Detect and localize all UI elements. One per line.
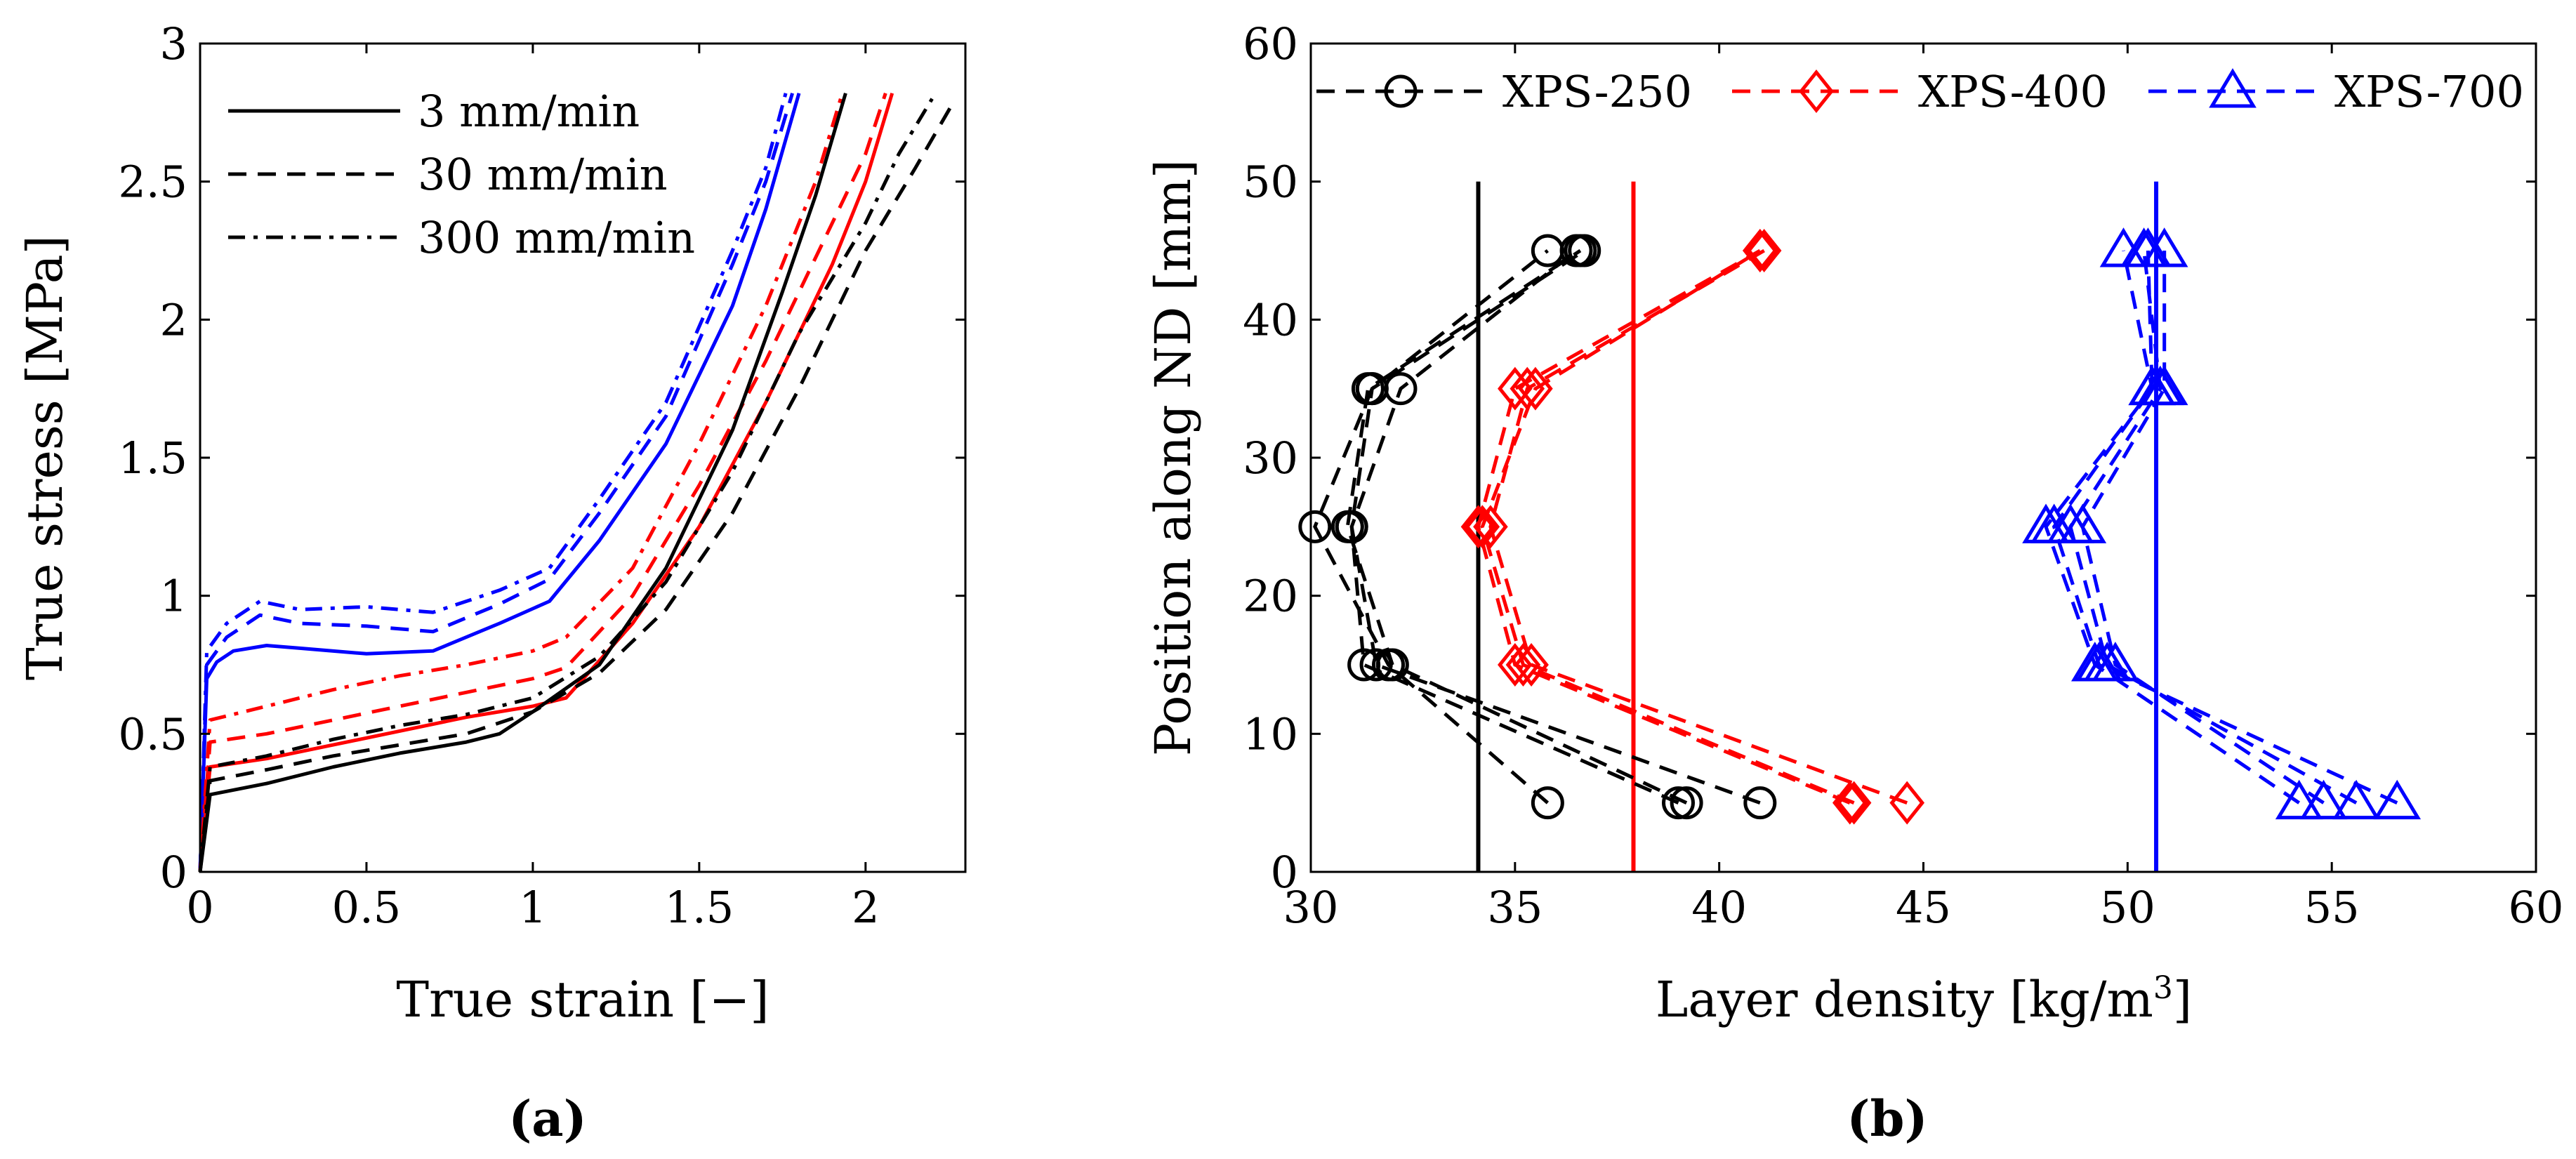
y-tick-label-a: 2 [160,294,187,345]
profile-line-2 [1349,249,1761,805]
series-line-a-6 [198,93,847,873]
profile-marker-10 [2092,642,2139,682]
series-line-a-5 [198,93,845,873]
x-tick-label-a: 2 [852,882,879,933]
profile-marker-3 [1375,648,1409,682]
legend-b: XPS-250 XPS-400 XPS-700 [1316,66,2524,117]
series-line-a-7 [198,98,957,873]
density-profile-chart: 30 35 40 45 50 55 60 0 10 20 30 40 50 60 XPS-250 XPS-4… [1144,18,2563,1148]
legend-label-b: XPS-250 [1502,66,1692,117]
y-tick-label-a: 1 [160,571,187,622]
panel-label-b: (b) [1847,1090,1927,1148]
profile-marker-6 [1465,505,1500,549]
legend-marker-b [1799,69,1834,114]
profile-marker-3 [1330,510,1364,543]
x-tick-label-b: 45 [1896,882,1951,933]
y-axis-label-a: True stress [MPa] [16,235,74,680]
profile-marker-0 [1298,510,1332,543]
x-tick-label-a: 0 [186,882,213,933]
x-axis-label-b: Layer density [kg/m3] [1656,970,2192,1028]
y-tick-label-b: 30 [1243,432,1298,484]
y-axis-label-b: Position along ND [mm] [1144,159,1202,756]
x-axis-label-b-sup: 3 [2153,970,2173,1006]
profile-marker-9 [2030,503,2078,543]
profile-line-9 [2052,250,2398,804]
x-tick-label-b: 50 [2100,882,2155,933]
profile-marker-6 [1836,781,1872,825]
legend-label-a: 30 mm/min [418,149,668,200]
x-tick-label-b: 55 [2304,882,2360,933]
x-axis-label-a: True strain [−] [396,971,769,1028]
legend-marker-b [1384,74,1418,108]
profile-marker-6 [1743,228,1778,273]
x-tick-label-b: 40 [1691,882,1747,933]
plot-area-b [1311,44,2536,872]
x-tick-label-b: 60 [2509,882,2564,933]
legend-label-a: 3 mm/min [418,86,640,137]
profile-marker-10 [2059,503,2107,543]
profile-marker-8 [2332,779,2380,820]
series-group-a [198,93,957,873]
profile-marker-6 [1505,642,1541,687]
x-tick-label-b: 30 [1283,882,1339,933]
x-tick-label-b: 35 [1487,882,1543,933]
profile-marker-6 [1518,366,1553,411]
series-line-a-2 [198,93,788,873]
y-tick-label-a: 2.5 [118,157,187,208]
legend-a: 3 mm/min 30 mm/min 300 mm/min [228,86,695,263]
legend-label-b: XPS-400 [1918,66,2108,117]
y-tick-label-a: 0.5 [118,708,187,760]
profile-marker-1 [1662,786,1695,820]
legend-label-a: 300 mm/min [418,212,695,263]
x-tick-label-a: 1.5 [665,882,734,933]
profile-marker-10 [2140,365,2188,406]
x-axis-label-b-tail: ] [2173,971,2192,1028]
profile-marker-9 [2373,779,2422,820]
profile-marker-10 [2299,779,2348,820]
y-tick-label-b: 40 [1243,294,1298,345]
series-line-a-0 [198,93,801,873]
y-tick-label-b: 10 [1243,708,1298,760]
y-tick-label-a: 1.5 [118,432,187,484]
ticks-group-b: 30 35 40 45 50 55 60 0 10 20 30 40 50 60 [1243,18,2563,933]
y-tick-label-a: 0 [160,847,187,898]
profile-marker-3 [1670,786,1703,820]
profile-line-0 [1313,249,1550,804]
profile-line-10 [2080,251,2325,804]
profile-marker-5 [1746,228,1782,273]
y-tick-label-a: 3 [160,18,187,69]
series-line-a-1 [198,93,794,873]
legend-marker-b [2209,68,2257,108]
profile-line-5 [1488,249,1908,805]
profile-marker-5 [1889,781,1925,825]
profile-line-7 [2044,250,2301,804]
panel-label-a: (a) [508,1090,587,1148]
profile-marker-3 [1564,234,1597,267]
x-tick-label-a: 1 [519,882,546,933]
profile-line-3 [1345,249,1688,804]
x-axis-label-b-main: Layer density [kg/m [1656,971,2153,1028]
plot-area-a [200,44,965,872]
x-tick-label-a: 0.5 [332,882,402,933]
profile-marker-0 [1531,786,1564,820]
y-tick-label-b: 60 [1243,18,1298,69]
ticks-group-a: 0 0.5 1 1.5 2 0 0.5 1 1.5 2 2.5 3 [118,18,965,933]
profile-marker-4 [1460,505,1496,549]
profile-line-6 [1480,249,1855,805]
profile-marker-3 [1351,372,1385,406]
series-line-a-4 [198,93,887,873]
stress-strain-chart: 0 0.5 1 1.5 2 0 0.5 1 1.5 2 2.5 3 3 mm/min 30 mm/min… [16,18,967,1148]
series-group-b [1298,181,2422,872]
y-tick-label-b: 0 [1271,847,1298,898]
legend-label-b: XPS-700 [2334,66,2524,117]
profile-marker-4 [1498,642,1533,687]
profile-marker-10 [2140,227,2188,267]
profile-marker-5 [1473,505,1508,549]
profile-marker-2 [1743,786,1777,820]
profile-line-4 [1476,249,1851,805]
profile-marker-7 [2275,779,2323,820]
y-tick-label-b: 20 [1243,571,1298,622]
y-tick-label-b: 50 [1243,157,1298,208]
